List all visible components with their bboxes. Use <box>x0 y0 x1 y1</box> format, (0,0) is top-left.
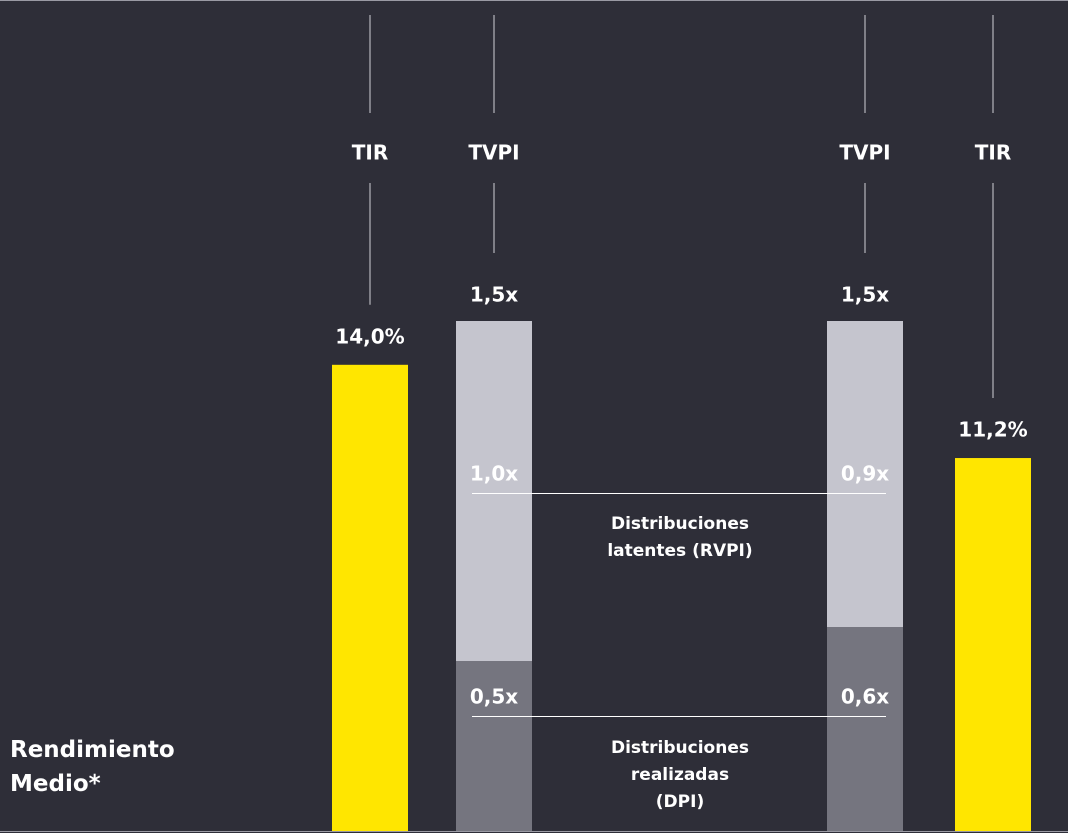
total-label: 1,5x <box>841 283 889 307</box>
segment-label: 0,9x <box>841 462 889 486</box>
column-header: TVPI <box>468 141 519 165</box>
value-label: 14,0% <box>335 324 404 348</box>
series-label: Distribuciones latentes (RVPI) <box>607 514 753 561</box>
column-header: TIR <box>352 141 388 165</box>
bar-segment <box>456 321 532 661</box>
bar-segment <box>827 627 903 831</box>
series-label: Distribuciones realizadas (DPI) <box>610 738 749 812</box>
total-label: 1,5x <box>470 283 518 307</box>
value-label: 11,2% <box>958 418 1027 442</box>
column-header: TVPI <box>839 141 890 165</box>
bar <box>955 458 1031 831</box>
segment-label: 0,6x <box>841 685 889 709</box>
bar-segment <box>827 321 903 627</box>
bar-segment <box>456 661 532 831</box>
segment-label: 0,5x <box>470 685 518 709</box>
bar <box>332 364 408 831</box>
column-header: TIR <box>975 141 1011 165</box>
segment-label: 1,0x <box>470 462 518 486</box>
chart-title: Rendimiento Medio* <box>10 737 175 797</box>
